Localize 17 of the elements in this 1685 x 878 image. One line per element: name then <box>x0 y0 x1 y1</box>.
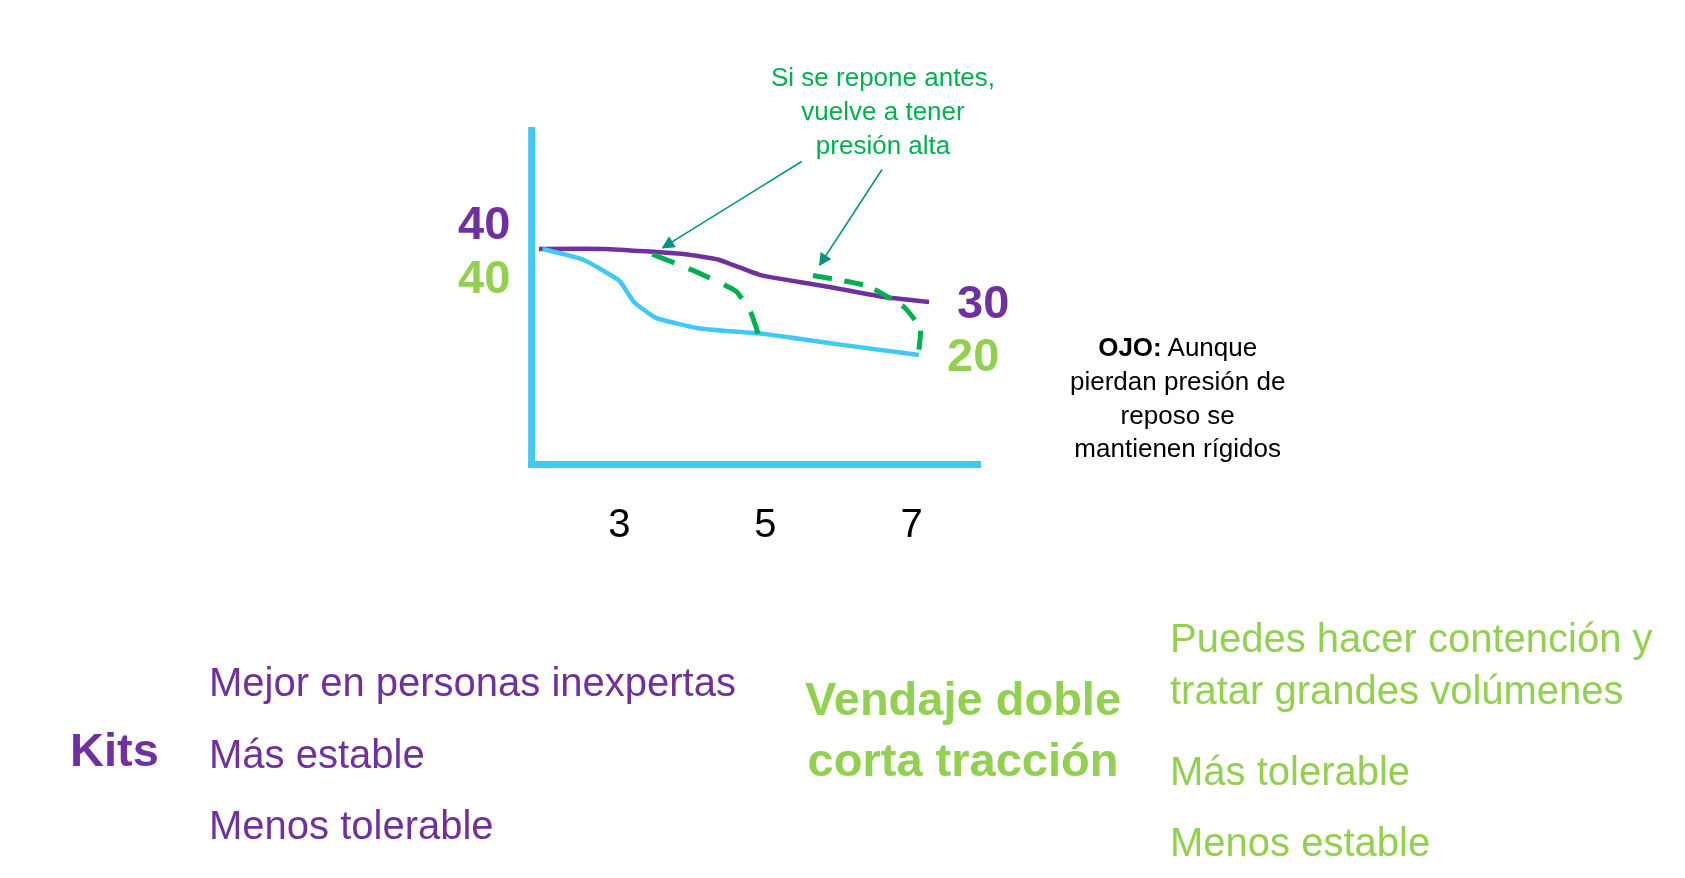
data-label: 30 <box>957 275 1010 328</box>
x-tick-label: 7 <box>900 501 923 545</box>
text: Más estable <box>209 732 425 776</box>
x-tick-label: 3 <box>608 501 631 545</box>
text: Puedes hacer contención y tratar grandes volúmenes <box>1170 616 1653 712</box>
text: OJO: Aunque pierdan presión de reposo se mantienen rígidos <box>1070 332 1286 464</box>
text: Kits <box>70 723 159 776</box>
text: Vendaje doble corta tracción <box>805 672 1122 787</box>
text: Más tolerable <box>1170 749 1411 793</box>
data-label: 40 <box>458 250 511 303</box>
data-label: 20 <box>947 328 1000 381</box>
data-label: 40 <box>458 196 511 249</box>
text: Menos tolerable <box>209 803 494 847</box>
text: Mejor en personas inexpertas <box>209 660 736 704</box>
x-tick-label: 5 <box>754 501 777 545</box>
annotation: Si se repone antes, vuelve a tener presión alta <box>771 62 996 160</box>
text: Menos estable <box>1170 820 1431 864</box>
